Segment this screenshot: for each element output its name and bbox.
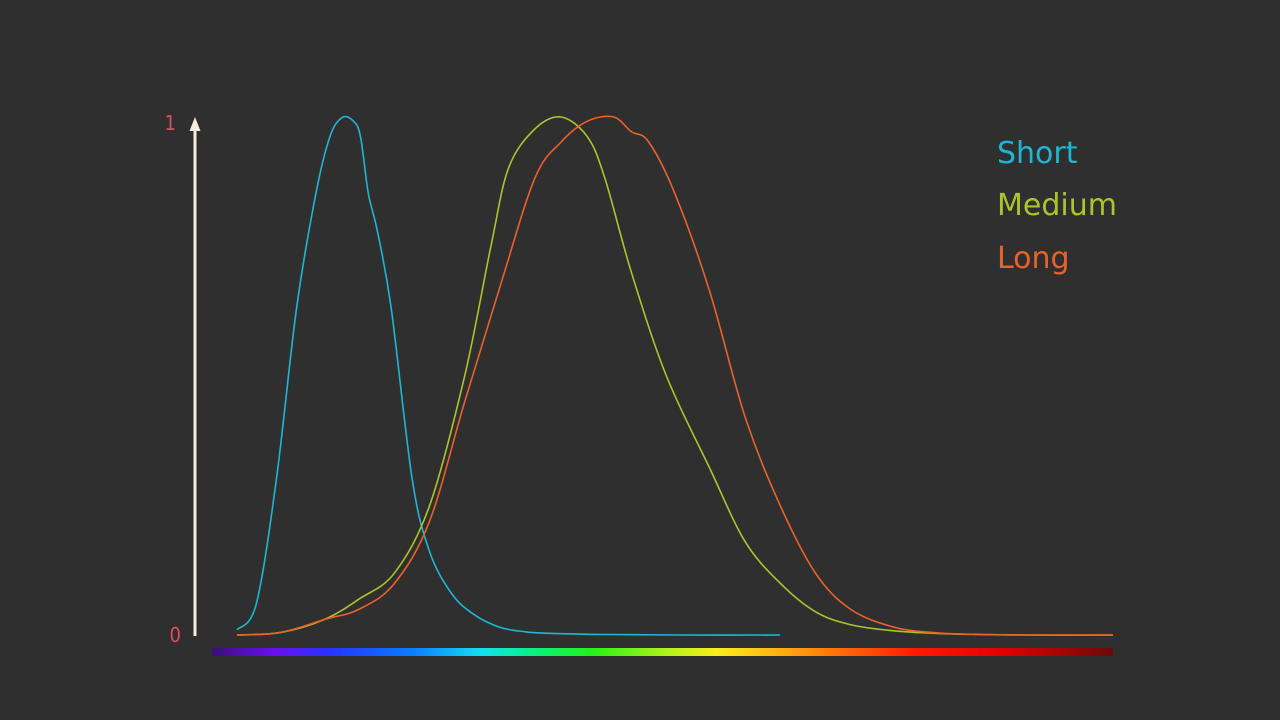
series-line-medium (236, 115, 1114, 636)
legend-entry-long: Long (997, 241, 1070, 276)
series-line-long (236, 115, 1114, 636)
series-line-short (236, 115, 781, 636)
legend-entry-medium: Medium (997, 188, 1117, 223)
legend: Short Medium Long (997, 136, 1117, 276)
spectrum-bar (212, 648, 1113, 656)
y-tick-label-0: 0 (170, 623, 181, 647)
y-axis-arrow (189, 117, 201, 131)
y-tick-label-1: 1 (165, 111, 176, 135)
legend-entry-short: Short (997, 136, 1078, 171)
